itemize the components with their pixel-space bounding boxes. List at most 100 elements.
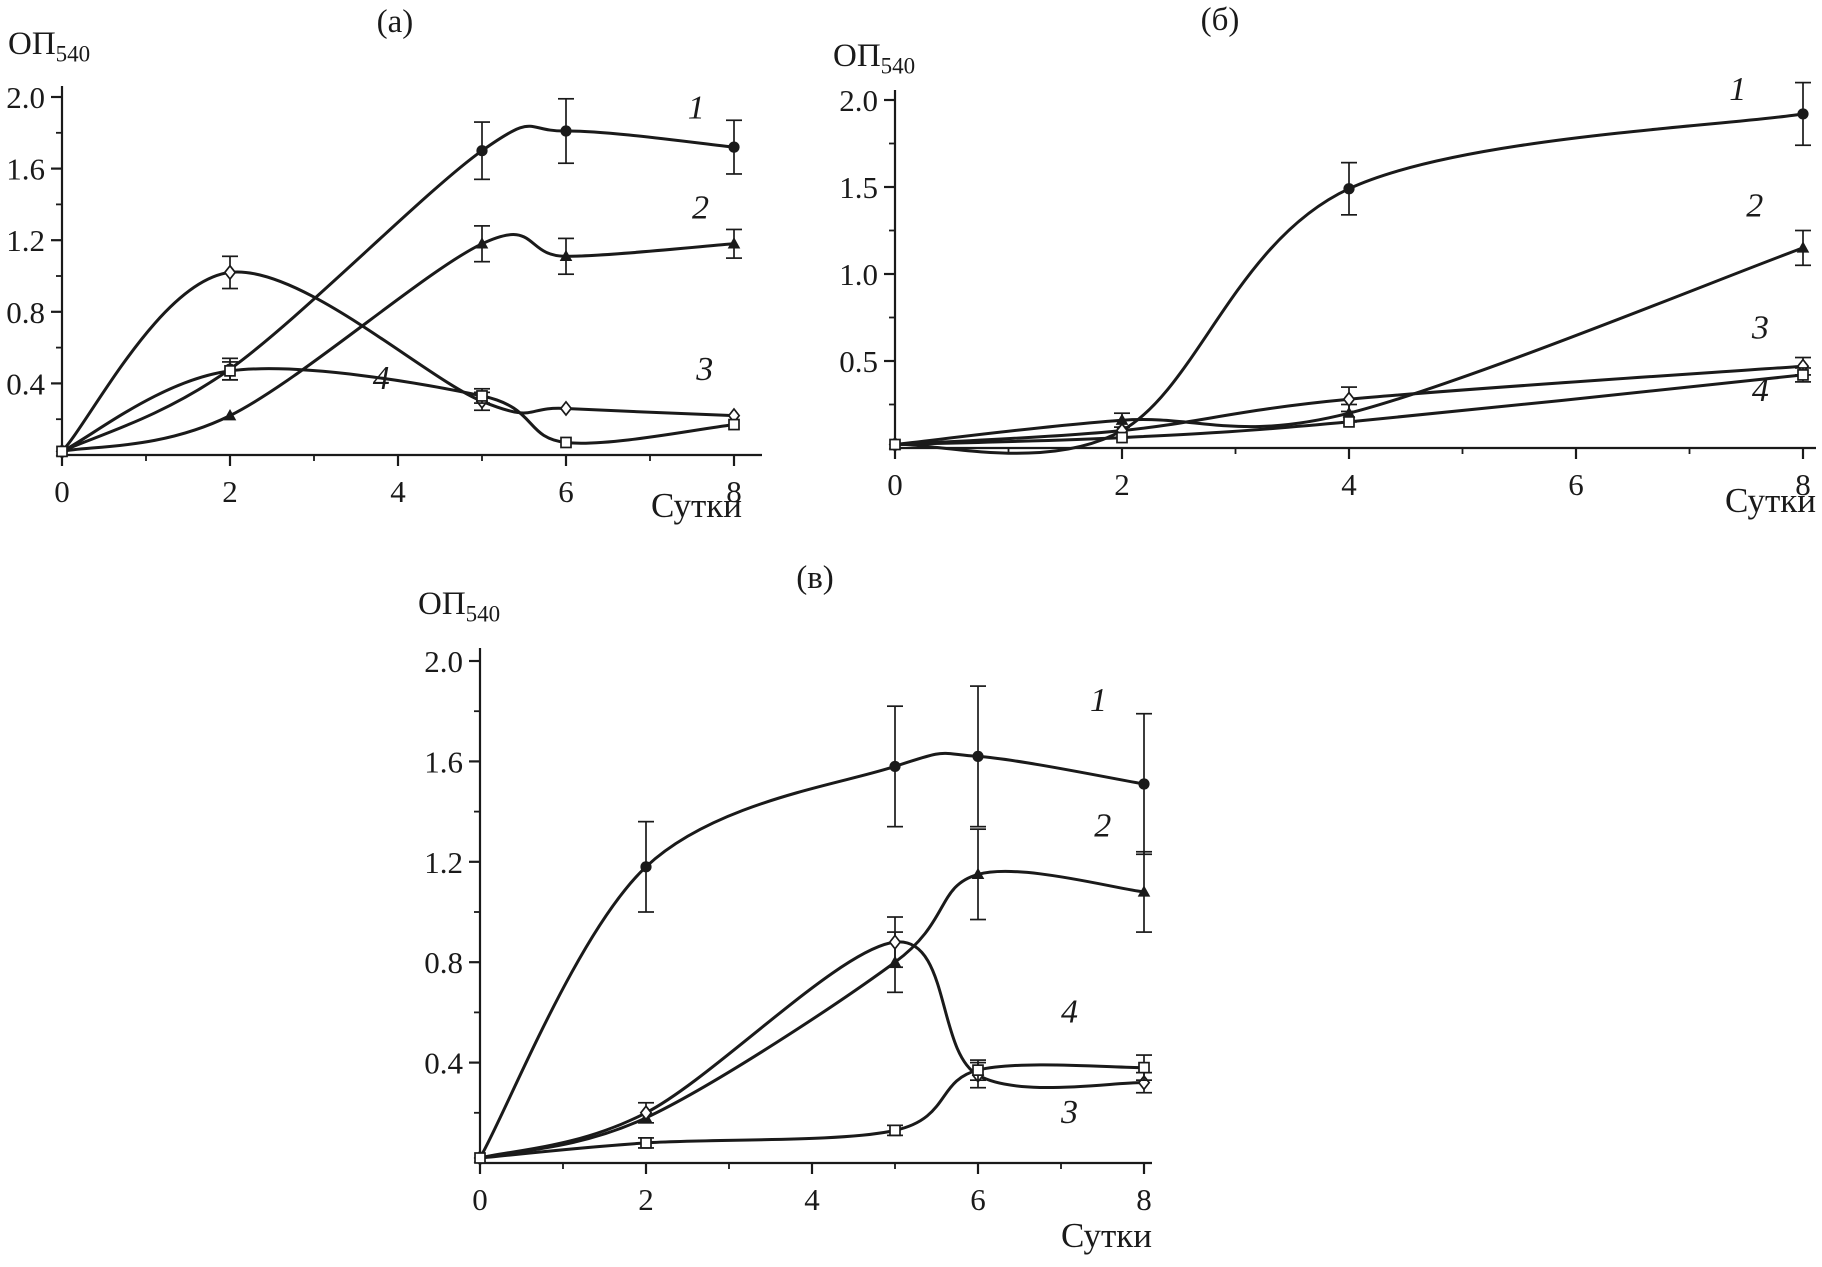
- series-2-label: 2: [1746, 188, 1763, 225]
- marker-diamond-open: [223, 264, 237, 281]
- panel-1-plot: 0.4 0.8 1.2 1.6 2.0 0 2 4 6 8 1 2 3 4: [6, 80, 762, 509]
- x-tick-label: 2: [638, 1182, 654, 1217]
- panel-b-title: (б): [1200, 2, 1240, 38]
- x-tick-label: 4: [390, 474, 406, 509]
- panel-a-y-axis-label: ОП540: [8, 26, 90, 68]
- x-tick-label: 6: [970, 1182, 986, 1217]
- marker-circle-filled: [1138, 778, 1150, 790]
- series-2-label: 2: [1094, 808, 1111, 845]
- x-tick-label: 8: [1136, 1182, 1152, 1217]
- panel-v-y-axis-label: ОП540: [418, 586, 500, 628]
- marker-triangle-filled: [223, 409, 237, 421]
- series-1-line: [478, 751, 1146, 1160]
- marker-triangle-filled: [971, 867, 985, 880]
- y-tick-label: 1.2: [424, 845, 463, 880]
- series-3-line: [478, 940, 1146, 1160]
- panel-a-ylabel-sub: 540: [55, 41, 91, 67]
- panel-v-title: (в): [796, 560, 834, 596]
- marker-square-open: [640, 1137, 652, 1149]
- y-tick-label: 1.2: [6, 223, 45, 258]
- marker-circle-filled: [640, 861, 652, 873]
- x-tick-label: 0: [887, 467, 903, 502]
- marker-circle-filled: [972, 750, 984, 762]
- marker-diamond-open: [639, 1104, 653, 1121]
- y-tick-label: 0.4: [424, 1046, 463, 1081]
- x-tick-label: 6: [558, 474, 574, 509]
- x-tick-label: 2: [222, 474, 238, 509]
- x-tick-label: 6: [1568, 467, 1584, 502]
- marker-square-open: [1116, 431, 1128, 444]
- marker-diamond-open: [1342, 391, 1356, 408]
- y-tick-label: 0.8: [424, 945, 463, 980]
- panel-2-plot: 0.5 1.0 1.5 2.0 0 2 4 6 8 1 2 3 4: [839, 71, 1816, 502]
- marker-square-open: [1797, 369, 1809, 381]
- marker-triangle-filled: [559, 249, 573, 262]
- marker-square-open: [560, 436, 572, 449]
- x-tick-label: 2: [1114, 467, 1130, 502]
- marker-square-open: [728, 418, 740, 431]
- panel-b-y-axis-label: ОП540: [833, 38, 915, 80]
- marker-square-open: [224, 365, 236, 377]
- marker-circle-filled: [560, 125, 572, 137]
- y-tick-label: 0.5: [839, 344, 878, 379]
- marker-circle-filled: [728, 141, 740, 153]
- panel-a-x-axis-label: Сутки: [650, 486, 742, 525]
- marker-circle-filled: [889, 760, 901, 773]
- x-tick-label: 8: [726, 474, 742, 509]
- x-tick-label: 8: [1795, 467, 1811, 502]
- series-3-label: 3: [1060, 1094, 1078, 1131]
- marker-square-open: [1343, 416, 1355, 428]
- series-2-line: [60, 233, 736, 453]
- marker-diamond-open: [888, 934, 902, 951]
- series-2-line: [478, 869, 1146, 1160]
- marker-square-open: [56, 445, 68, 458]
- marker-diamond-open: [559, 400, 573, 417]
- series-1-label: 1: [1729, 71, 1746, 108]
- y-tick-label: 2.0: [424, 644, 463, 679]
- panel-a-title: (а): [376, 4, 414, 40]
- series-4-line: [478, 1063, 1146, 1160]
- panel-a-ylabel-main: ОП: [8, 26, 56, 62]
- marker-square-open: [889, 438, 901, 451]
- y-tick-label: 1.6: [424, 744, 463, 779]
- y-tick-label: 0.8: [6, 295, 45, 330]
- marker-triangle-filled: [727, 237, 741, 249]
- panel-b-x-axis-label: Сутки: [1724, 481, 1816, 520]
- marker-square-open: [1138, 1061, 1150, 1074]
- panel-3-plot: 0.4 0.8 1.2 1.6 2.0 0 2 4 6 8 1 2 3 4: [424, 644, 1152, 1217]
- series-4-label: 4: [1752, 372, 1769, 409]
- series-2-line: [893, 246, 1805, 446]
- y-tick-label: 2.0: [839, 83, 878, 118]
- y-tick-label: 0.4: [6, 366, 45, 401]
- series-1-line: [60, 124, 736, 453]
- marker-circle-filled: [476, 145, 488, 157]
- panel-v-x-axis-label: Сутки: [1060, 1216, 1152, 1255]
- series-4-label: 4: [1061, 993, 1078, 1030]
- series-4-line: [60, 367, 736, 453]
- series-3-label: 3: [695, 351, 713, 388]
- x-tick-label: 0: [472, 1182, 488, 1217]
- y-tick-label: 1.0: [839, 257, 878, 292]
- series-1-label: 1: [1090, 682, 1107, 719]
- y-tick-label: 1.6: [6, 152, 45, 187]
- panel-b-ylabel-main: ОП: [833, 38, 881, 74]
- panel-v-ylabel-main: ОП: [418, 586, 466, 622]
- marker-triangle-filled: [475, 237, 489, 249]
- series-1-line: [893, 112, 1805, 455]
- panel-v-ylabel-sub: 540: [465, 601, 501, 627]
- x-tick-label: 4: [1341, 467, 1357, 502]
- panel-b-ylabel-sub: 540: [880, 53, 916, 79]
- series-4-line: [893, 373, 1805, 446]
- marker-triangle-filled: [1115, 413, 1129, 425]
- marker-triangle-filled: [1137, 885, 1151, 897]
- marker-square-open: [972, 1064, 984, 1076]
- series-1-label: 1: [688, 89, 705, 126]
- series-3-line: [60, 270, 736, 453]
- series-4-label: 4: [373, 360, 390, 397]
- y-tick-label: 1.5: [839, 170, 878, 205]
- marker-square-open: [476, 390, 488, 402]
- series-3-label: 3: [1751, 309, 1769, 346]
- marker-square-open: [889, 1124, 901, 1137]
- series-2-label: 2: [692, 190, 709, 227]
